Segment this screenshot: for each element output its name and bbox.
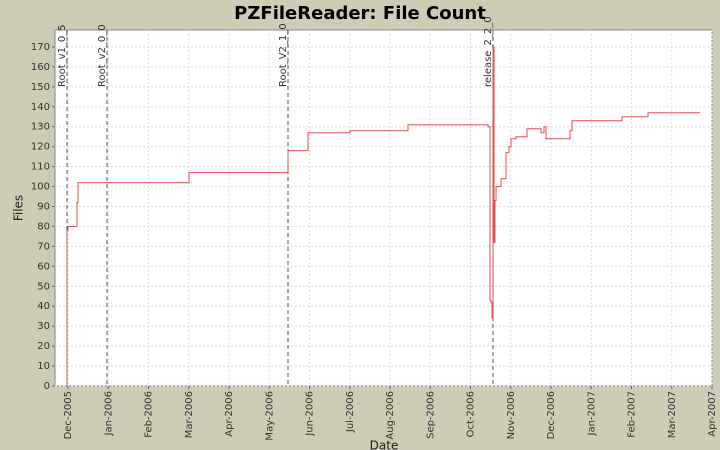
- x-tick-label: Feb-2007: [627, 391, 638, 438]
- x-tick-label: Apr-2006: [224, 391, 235, 437]
- y-tick-label: 0: [44, 381, 50, 392]
- x-tick-label: Mar-2007: [667, 391, 678, 438]
- x-tick-label: Apr-2007: [707, 391, 718, 437]
- y-tick-label: 70: [37, 241, 50, 252]
- x-tick-label: Dec-2005: [63, 391, 74, 439]
- marker-label: Root_v2_0_0: [97, 24, 108, 87]
- x-tick-label: Aug-2006: [385, 391, 396, 440]
- x-tick-label: Jan-2006: [103, 391, 114, 436]
- x-tick-label: May-2006: [264, 391, 275, 441]
- y-tick-label: 100: [31, 182, 50, 193]
- y-tick-label: 20: [37, 341, 50, 352]
- data-line: [66, 46, 701, 387]
- x-tick-label: Nov-2006: [506, 391, 517, 439]
- y-tick-label: 10: [37, 361, 50, 372]
- y-tick-label: 30: [37, 321, 50, 332]
- y-tick-label: 90: [37, 202, 50, 213]
- y-tick-label: 140: [31, 102, 50, 113]
- y-tick-label: 110: [31, 162, 50, 173]
- x-tick-label: Jul-2006: [345, 391, 356, 433]
- x-tick-label: Mar-2006: [184, 391, 195, 438]
- plot-area: [54, 29, 713, 387]
- x-tick-label: Jan-2007: [586, 391, 597, 436]
- y-tick-label: 130: [31, 122, 50, 133]
- marker-label: Root_V2_1_0: [278, 23, 289, 87]
- y-tick-label: 160: [31, 62, 50, 73]
- y-axis-title: Files: [12, 195, 26, 221]
- y-tick-label: 120: [31, 142, 50, 153]
- marker-label: release_2_2_0: [483, 16, 494, 87]
- y-tick-label: 40: [37, 301, 50, 312]
- marker-label: Root_v1_0_5: [57, 24, 68, 87]
- y-tick-label: 50: [37, 281, 50, 292]
- chart-title: PZFileReader: File Count: [234, 3, 486, 24]
- y-tick-label: 170: [31, 42, 50, 53]
- x-tick-label: Dec-2006: [546, 391, 557, 439]
- x-tick-label: Jun-2006: [305, 391, 316, 437]
- y-tick-label: 150: [31, 82, 50, 93]
- y-tick-label: 60: [37, 261, 50, 272]
- y-tick-label: 80: [37, 221, 50, 232]
- x-tick-label: Sep-2006: [425, 391, 436, 439]
- x-tick-label: Feb-2006: [144, 391, 155, 438]
- x-tick-label: Oct-2006: [466, 391, 477, 437]
- x-axis-title: Date: [370, 439, 399, 450]
